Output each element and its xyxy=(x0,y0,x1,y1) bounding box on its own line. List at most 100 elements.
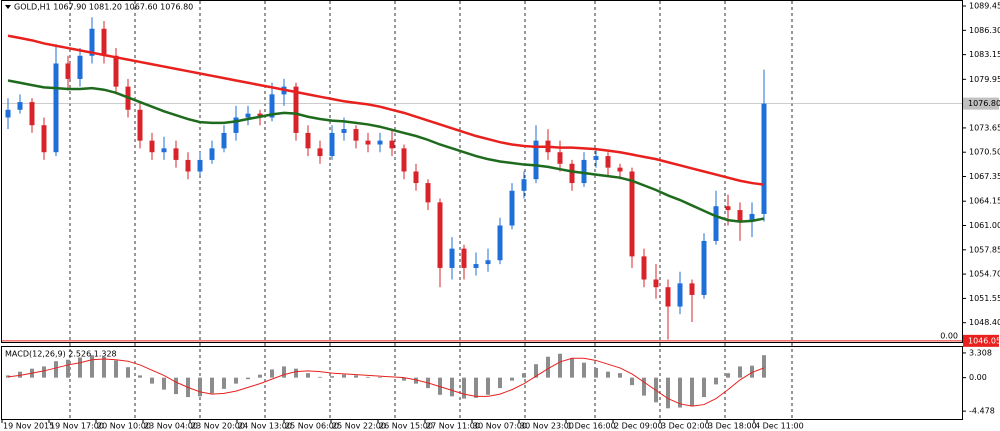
y-tick-label: 1070.50 xyxy=(969,148,1000,157)
x-tick-label: 24 Nov 13:00 xyxy=(238,422,292,431)
y-tick-label: 1079.95 xyxy=(969,75,1000,84)
candle-body xyxy=(329,132,335,157)
y-tick-label: 1048.40 xyxy=(969,318,1000,327)
y-tick-label: 1083.15 xyxy=(969,50,1000,59)
candle-body xyxy=(437,202,443,268)
macd-bar xyxy=(642,377,646,396)
candle-body xyxy=(245,113,251,118)
x-tick-label: 23 Nov 04:00 xyxy=(144,422,198,431)
candle-body xyxy=(341,129,347,133)
macd-bar xyxy=(738,366,742,378)
y-tick-label: -4.478 xyxy=(969,407,995,416)
candle-body xyxy=(377,140,383,145)
candle-body xyxy=(221,132,227,149)
candle-body xyxy=(605,156,611,168)
period-separators xyxy=(69,1,793,419)
macd-bar xyxy=(594,367,598,378)
menu-triangle[interactable] xyxy=(5,5,11,9)
candle-body xyxy=(101,28,107,56)
macd-bar xyxy=(258,374,262,378)
macd-bar xyxy=(198,377,202,397)
macd-bar xyxy=(102,356,106,378)
macd-bar xyxy=(246,377,250,380)
macd-bar xyxy=(534,364,538,378)
candle-body xyxy=(413,171,419,184)
candle-body xyxy=(185,159,191,172)
macd-bar xyxy=(354,375,358,378)
candle-body xyxy=(653,279,659,288)
candle-body xyxy=(233,117,239,133)
macd-bar xyxy=(54,361,58,378)
level-label-box xyxy=(963,334,999,347)
candle-body xyxy=(725,206,731,211)
macd-bar xyxy=(342,374,346,378)
macd-bar xyxy=(582,362,586,378)
candle-body xyxy=(581,159,587,184)
candle-body xyxy=(497,225,503,261)
candle-body xyxy=(485,260,491,265)
candle-body xyxy=(401,148,407,172)
candle-body xyxy=(557,152,563,164)
macd-bar xyxy=(42,366,46,378)
y-tick-label: 1086.30 xyxy=(969,26,1000,35)
macd-title: MACD(12,26,9) 2.526 1.328 xyxy=(5,350,117,359)
macd-bar xyxy=(282,366,286,378)
candle-body xyxy=(629,171,635,257)
macd-bar xyxy=(546,356,550,378)
macd-bar xyxy=(474,377,478,398)
candle-body xyxy=(77,55,83,79)
macd-bar xyxy=(210,377,214,394)
candle-body xyxy=(53,63,59,153)
candle-body xyxy=(197,159,203,172)
x-tick-label: 19 Nov 17:00 xyxy=(50,422,104,431)
candle-body xyxy=(689,283,695,295)
macd-bar xyxy=(450,377,454,397)
y-tick-label: 0.00 xyxy=(969,373,987,382)
candle-body xyxy=(317,148,323,157)
candle-body xyxy=(509,190,515,226)
candle-body xyxy=(65,63,71,79)
x-tick-label: 25 Nov 22:00 xyxy=(332,422,386,431)
x-tick-label: 3 Dec 02:00 xyxy=(661,422,710,431)
moving-average-line xyxy=(7,34,765,186)
candle-body xyxy=(473,264,479,268)
macd-bar xyxy=(690,377,694,407)
macd-bar xyxy=(486,377,490,395)
macd-bar xyxy=(630,377,634,386)
macd-bar xyxy=(126,367,130,378)
candle-body xyxy=(305,132,311,149)
x-tick-label: 25 Nov 06:00 xyxy=(285,422,339,431)
macd-bar xyxy=(234,377,238,384)
macd-bar xyxy=(18,371,22,378)
macd-bar xyxy=(762,355,766,378)
macd-bar xyxy=(618,373,622,378)
candle-body xyxy=(209,148,215,160)
macd-bar xyxy=(162,377,166,390)
price-label-box xyxy=(963,97,999,110)
macd-panel-frame xyxy=(1,346,963,420)
y-tick-label: 3.308 xyxy=(969,348,992,357)
level-zero-note: 0.00 xyxy=(940,332,958,341)
x-tick-label: 30 Nov 07:00 xyxy=(473,422,527,431)
candle-body xyxy=(5,109,11,118)
macd-bar xyxy=(510,377,514,381)
x-tick-label: 26 Nov 15:00 xyxy=(379,422,433,431)
candle-body xyxy=(365,140,371,145)
macd-bar xyxy=(678,377,682,408)
x-tick-label: 2 Dec 09:00 xyxy=(614,422,663,431)
macd-bar xyxy=(150,377,154,384)
candle-body xyxy=(113,55,119,87)
y-tick-label: 1057.85 xyxy=(969,245,1000,254)
macd-bar xyxy=(606,371,610,378)
candle-body xyxy=(269,94,275,118)
macd-bar xyxy=(222,377,226,389)
macd-bar xyxy=(522,373,526,378)
x-tick-label: 20 Nov 10:00 xyxy=(97,422,151,431)
macd-bar xyxy=(702,377,706,398)
x-tick-label: 30 Nov 23:00 xyxy=(520,422,574,431)
candle-body xyxy=(173,148,179,160)
macd-bar xyxy=(138,375,142,378)
candle-body xyxy=(449,248,455,268)
candle-body xyxy=(617,167,623,172)
